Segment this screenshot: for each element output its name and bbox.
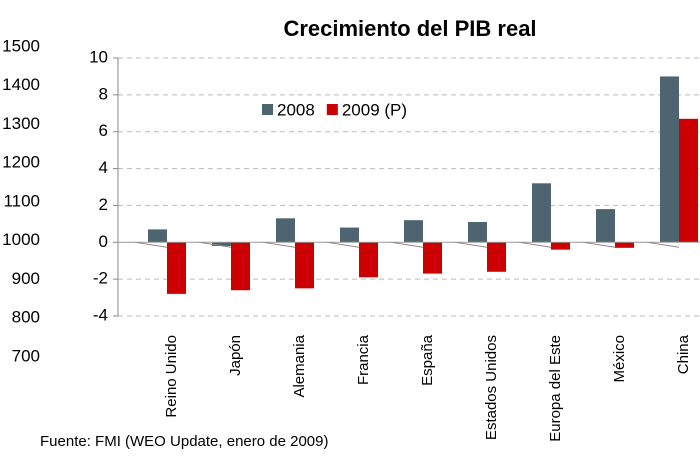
bar — [340, 227, 359, 243]
y2-tick-label: 900 — [12, 269, 40, 288]
bar — [167, 242, 186, 294]
x-tick-label: Estados Unidos — [483, 335, 500, 440]
legend-label: 2009 (P) — [342, 100, 407, 119]
legend-label: 2008 — [277, 100, 315, 119]
y-tick-label: 6 — [99, 121, 108, 140]
bar — [295, 242, 314, 289]
y-tick-label: 10 — [89, 47, 108, 66]
x-tick-label: Europa del Este — [547, 335, 564, 442]
chart-title: Crecimiento del PIB real — [283, 16, 536, 41]
y2-tick-label: 1500 — [2, 36, 40, 55]
y2-tick-label: 700 — [12, 346, 40, 365]
x-tick-label: España — [419, 334, 436, 386]
y2-tick-label: 1400 — [2, 75, 40, 94]
y2-tick-label: 1200 — [2, 153, 40, 172]
bar — [423, 242, 442, 274]
x-tick — [262, 241, 296, 248]
bar — [487, 242, 506, 272]
legend-swatch — [326, 104, 338, 115]
bar — [660, 76, 679, 243]
footnote: Fuente: FMI (WEO Update, enero de 2009) — [40, 433, 328, 450]
bar — [404, 220, 423, 243]
x-tick-label: China — [675, 334, 692, 374]
bar — [468, 222, 487, 243]
x-tick — [134, 241, 168, 248]
y2-tick-label: 1000 — [2, 230, 40, 249]
x-tick-label: Reino Unido — [163, 335, 180, 418]
bar — [551, 242, 570, 250]
x-tick-label: México — [611, 335, 628, 383]
y-tick-label: -4 — [93, 305, 108, 324]
bar — [679, 118, 698, 243]
x-tick — [198, 241, 232, 248]
x-tick-label: Japón — [227, 335, 244, 376]
bar — [276, 218, 295, 243]
bar — [212, 242, 231, 246]
x-tick-label: Francia — [355, 334, 372, 385]
y-tick-label: 2 — [99, 195, 108, 214]
y2-tick-label: 1100 — [3, 191, 40, 210]
bar — [148, 229, 167, 243]
x-tick — [326, 241, 360, 248]
x-tick — [582, 241, 616, 248]
y2-tick-label: 800 — [12, 308, 40, 327]
bar — [359, 242, 378, 278]
x-tick — [454, 241, 488, 248]
y-tick-label: 8 — [99, 84, 108, 103]
y-tick-label: 4 — [99, 158, 108, 177]
bar — [532, 183, 551, 243]
y2-tick-label: 1300 — [2, 114, 40, 133]
legend-swatch — [262, 104, 273, 115]
bar — [615, 242, 634, 248]
y-tick-label: 0 — [99, 232, 108, 251]
x-tick — [518, 241, 552, 248]
x-tick-label: Alemania — [291, 334, 308, 397]
x-tick — [390, 241, 424, 248]
bar — [231, 242, 250, 291]
bar — [596, 209, 615, 243]
x-tick — [646, 241, 680, 248]
y-tick-label: -2 — [93, 269, 108, 288]
